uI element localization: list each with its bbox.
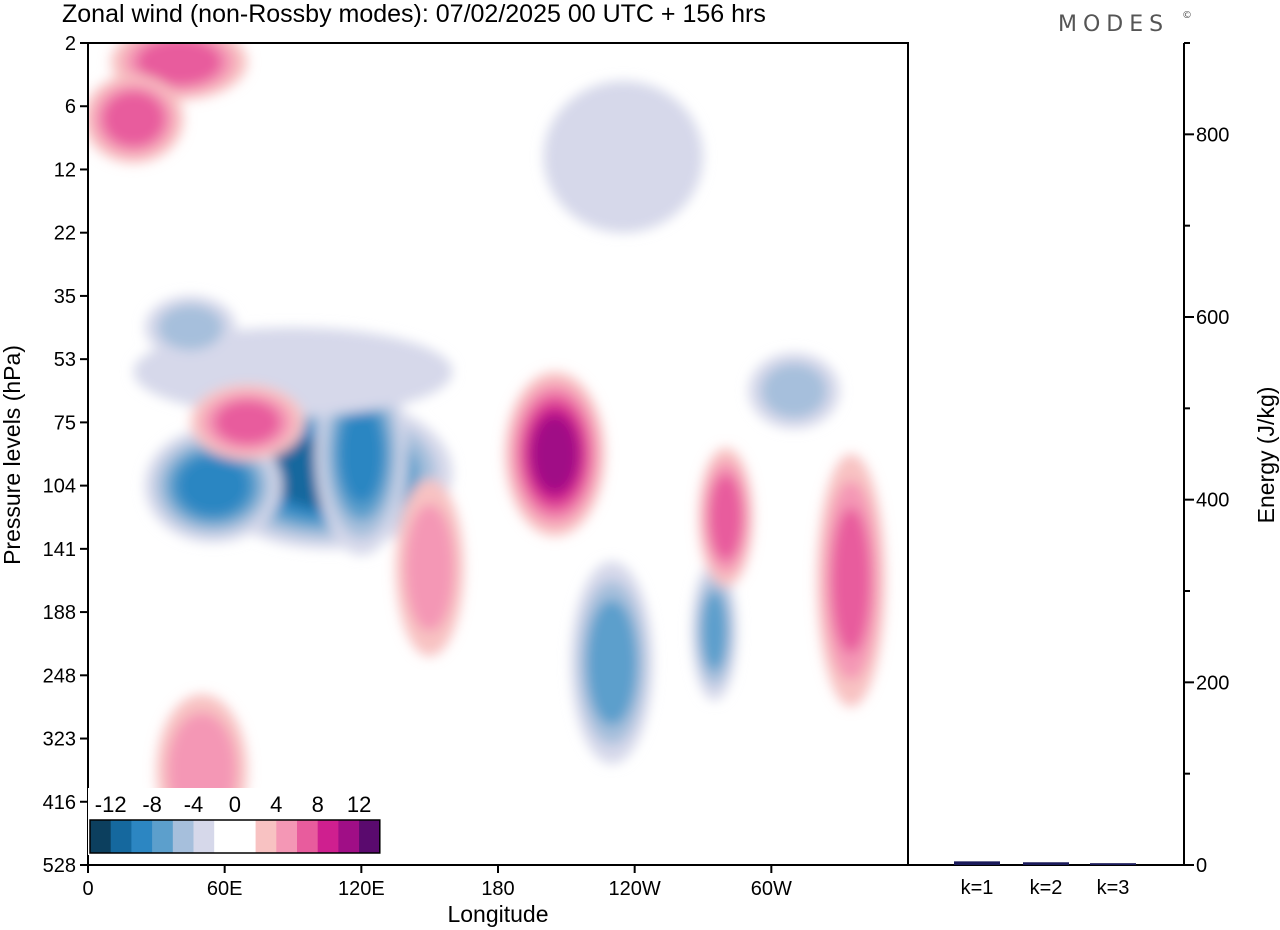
colorbar-swatch [172,820,194,853]
x-tick-label: 120E [338,878,385,900]
colorbar-swatch [193,820,215,853]
wind-field [88,43,886,847]
y-tick-label: 528 [43,855,76,877]
y-tick-label: 75 [54,412,76,434]
wind-feature-16 [543,80,703,233]
colorbar-swatch [359,820,381,853]
y-tick-label: 323 [43,729,76,751]
wind-feature-12 [708,473,743,561]
y-tick-label: 22 [54,223,76,245]
wind-feature-2 [339,404,384,504]
wind-feature-5 [586,599,638,726]
y-axis: 2 6 12 22 35 53 75 104 141 188 248 323 416 528 [43,33,88,877]
y-tick-label: 2 [65,33,76,55]
energy-bars: k=1 k=2 k=3 [954,861,1136,899]
energy-tick-label: 600 [1196,307,1229,329]
energy-tick-label: 200 [1196,672,1229,694]
colorbar-swatch [276,820,298,853]
colorbar-frame [89,819,381,854]
y-tick-label: 35 [54,286,76,308]
energy-bar [1090,863,1136,865]
wind-feature-4 [157,304,224,351]
y-tick-label: 12 [54,159,76,181]
energy-axis: 0 200 400 600 800 [1184,42,1229,877]
colorbar-label: 0 [229,792,241,817]
x-tick-label: 60E [207,878,243,900]
colorbar-swatch [297,820,319,853]
y-tick-label: 104 [43,476,76,498]
brand-logo: MODES [1058,12,1169,37]
chart-title: Zonal wind (non-Rossby modes): 07/02/202… [62,0,766,28]
energy-category-label: k=2 [1030,877,1063,899]
x-tick-label: 60W [751,878,792,900]
y-tick-label: 6 [65,96,76,118]
colorbar-label: 8 [312,792,324,817]
energy-bar [954,861,1000,865]
colorbar-label: 4 [270,792,282,817]
wind-feature-6 [701,591,728,672]
colorbar-swatch [152,820,174,853]
colorbar-swatch [317,820,339,853]
energy-category-label: k=3 [1097,877,1130,899]
colorbar-swatch [255,820,277,853]
y-axis-label: Pressure levels (hPa) [0,345,25,565]
x-tick-label: 0 [82,878,93,900]
wind-feature-11 [531,414,579,494]
energy-category-label: k=1 [961,877,994,899]
y-tick-label: 53 [54,349,76,371]
energy-tick-label: 0 [1196,855,1207,877]
y-tick-label: 188 [43,602,76,624]
energy-bar [1023,862,1069,865]
energy-tick-label: 800 [1196,124,1229,146]
energy-tick-label: 400 [1196,490,1229,512]
wind-feature-8 [136,43,222,86]
wind-feature-13 [831,507,871,654]
wind-feature-10 [214,400,281,445]
y-tick-label: 248 [43,665,76,687]
x-tick-label: 180 [481,878,514,900]
energy-axis-label: Energy (J/kg) [1253,387,1279,524]
y-tick-label: 416 [43,792,76,814]
y-tick-label: 141 [43,539,76,561]
wind-feature-15 [405,504,455,632]
wind-feature-9 [102,91,165,147]
x-tick-label: 120W [609,878,661,900]
colorbar-swatch [110,820,132,853]
colorbar-swatch [338,820,360,853]
x-axis-label: Longitude [447,901,548,927]
colorbar-label: 12 [347,792,371,817]
colorbar-swatch [90,820,112,853]
colorbar-label: -8 [142,792,162,817]
colorbar-swatch [131,820,153,853]
wind-field-layer [88,43,886,847]
colorbar: -12 -8 -4 0 4 8 12 [88,788,382,855]
colorbar-swatch [214,820,236,853]
colorbar-label: -12 [95,792,127,817]
x-axis: 0 60E 120E 180 120W 60W [82,865,792,900]
wind-feature-7 [761,363,827,418]
wind-feature-1 [176,455,250,517]
brand-copyright-mark: © [1182,10,1192,21]
colorbar-label: -4 [184,792,204,817]
colorbar-swatch [234,820,257,853]
